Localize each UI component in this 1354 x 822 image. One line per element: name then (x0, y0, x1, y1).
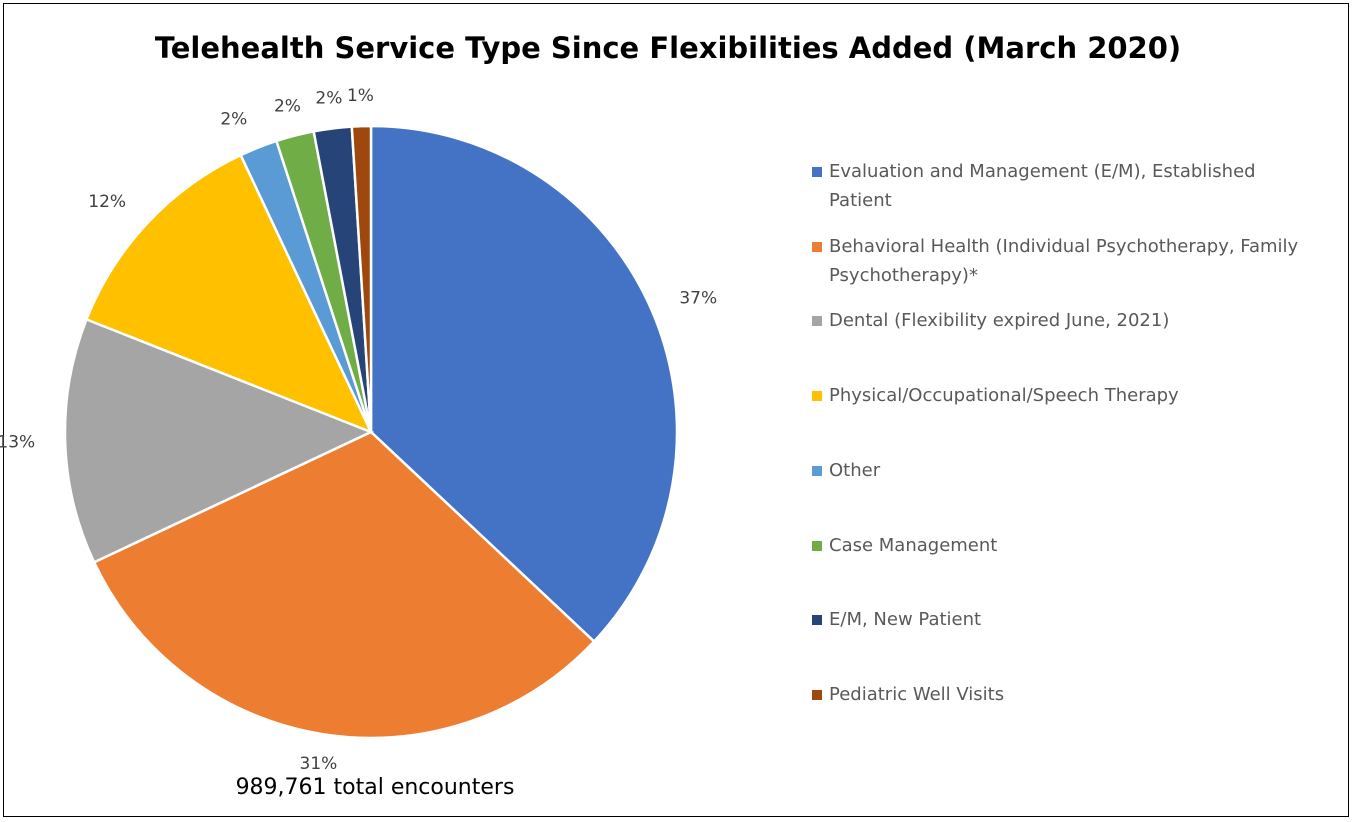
legend-swatch (812, 391, 822, 402)
data-label: 12% (88, 192, 126, 212)
legend-swatch (812, 465, 822, 476)
legend-swatch (812, 241, 822, 252)
data-label: 2% (315, 89, 342, 109)
legend-item: Case Management (812, 531, 1302, 560)
legend-label: Other (829, 459, 881, 481)
legend-label: Dental (Flexibility expired June, 2021) (829, 310, 1170, 332)
legend-label: Case Management (829, 534, 998, 556)
pie-slice (84, 153, 374, 435)
legend-label: Physical/Occupational/Speech Therapy (829, 385, 1179, 407)
legend-swatch (812, 167, 822, 177)
legend-item: Pediatric Well Visits (812, 680, 1302, 709)
data-label: 37% (679, 289, 717, 309)
data-label: 13% (0, 433, 35, 453)
chart-frame (3, 3, 1349, 817)
legend-item: Other (812, 456, 1302, 485)
legend-label: Pediatric Well Visits (829, 683, 1005, 705)
data-label: 2% (220, 110, 247, 130)
legend-item: Behavioral Health (Individual Psychother… (812, 232, 1302, 290)
legend-label: E/M, New Patient (829, 609, 982, 631)
data-label: 31% (300, 754, 338, 774)
data-label: 1% (347, 86, 374, 106)
annotation: 989,761 total encounters (236, 775, 515, 800)
chart-title: Telehealth Service Type Since Flexibilit… (155, 31, 1181, 65)
pie-slice (369, 124, 679, 644)
legend-label: Evaluation and Management (E/M), Establi… (829, 161, 1256, 211)
legend-swatch (812, 689, 822, 700)
legend-item: E/M, New Patient (812, 605, 1302, 634)
legend-label: Behavioral Health (Individual Psychother… (829, 235, 1299, 286)
legend-swatch (812, 316, 822, 327)
data-label: 2% (274, 97, 301, 117)
legend-item: Physical/Occupational/Speech Therapy (812, 381, 1302, 410)
legend-swatch (812, 615, 822, 626)
pie-slice (92, 430, 596, 740)
pie-slice (63, 317, 375, 564)
legend-swatch (812, 540, 822, 551)
legend-item: Evaluation and Management (E/M), Establi… (812, 157, 1302, 215)
legend-item: Dental (Flexibility expired June, 2021) (812, 306, 1302, 335)
pie-slice (350, 124, 373, 433)
